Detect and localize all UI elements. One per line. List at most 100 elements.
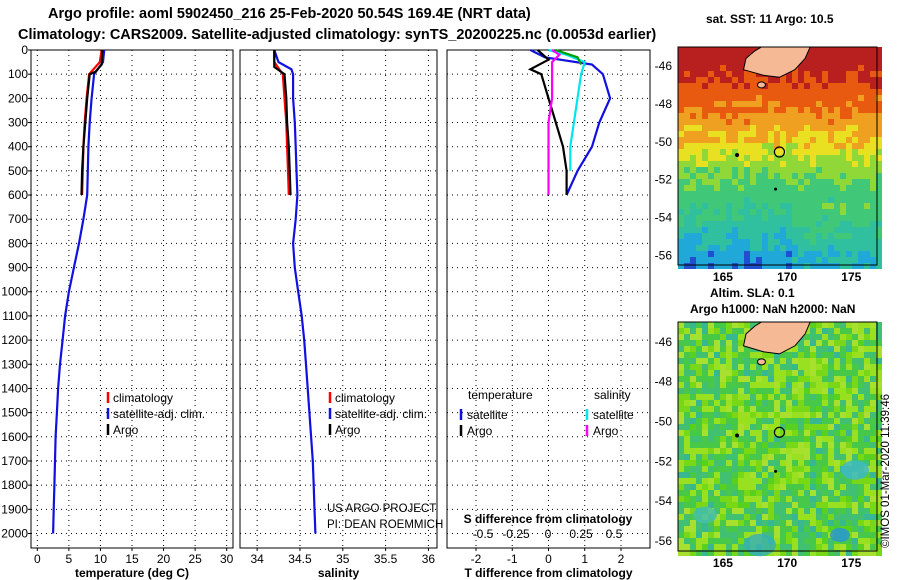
sla-map-cell bbox=[798, 340, 804, 346]
sla-map-cell bbox=[858, 418, 864, 424]
sst-map-cell bbox=[864, 53, 870, 59]
sst-map-cell bbox=[762, 173, 768, 179]
sst-map-cell bbox=[834, 137, 840, 143]
sla-map-cell bbox=[702, 442, 708, 448]
sst-map-cell bbox=[870, 89, 876, 95]
sst-map-cell bbox=[750, 263, 756, 269]
sst-map-cell bbox=[780, 239, 786, 245]
sst-map-cell bbox=[834, 263, 840, 269]
sla-map-cell bbox=[690, 376, 696, 382]
sst-map-cell bbox=[816, 251, 822, 257]
sla-map-cell bbox=[858, 340, 864, 346]
project-annotation: US ARGO PROJECT bbox=[327, 503, 436, 515]
sst-map-cell bbox=[870, 113, 876, 119]
sla-map-cell bbox=[834, 376, 840, 382]
sla-map-cell bbox=[774, 394, 780, 400]
sla-map-cell bbox=[798, 424, 804, 430]
sla-map-cell bbox=[732, 478, 738, 484]
sst-map-cell bbox=[696, 119, 702, 125]
sst-map-cell bbox=[852, 185, 858, 191]
sla-map-cell bbox=[708, 460, 714, 466]
sla-map-cell bbox=[846, 418, 852, 424]
sst-map-cell bbox=[846, 101, 852, 107]
sla-map-cell bbox=[780, 352, 786, 358]
sla-map-cell bbox=[750, 502, 756, 508]
sla-map-cell bbox=[780, 550, 786, 556]
sst-map-cell bbox=[684, 53, 690, 59]
sst-map-cell bbox=[702, 179, 708, 185]
sst-map-cell bbox=[708, 245, 714, 251]
sla-map-cell bbox=[780, 370, 786, 376]
sla-map-cell bbox=[876, 418, 882, 424]
sst-map-cell bbox=[828, 53, 834, 59]
sst-map-cell bbox=[816, 161, 822, 167]
sla-map-cell bbox=[858, 346, 864, 352]
sla-map-cell bbox=[834, 472, 840, 478]
sst-map-cell bbox=[702, 173, 708, 179]
sst-map-cell bbox=[720, 257, 726, 263]
sst-map-cell bbox=[696, 245, 702, 251]
sst-map-cell bbox=[846, 263, 852, 269]
sst-map-cell bbox=[684, 227, 690, 233]
sst-map-cell bbox=[690, 47, 696, 53]
sst-map-cell bbox=[798, 107, 804, 113]
sst-map-cell bbox=[774, 191, 780, 197]
sst-map-cell bbox=[696, 221, 702, 227]
sst-map-cell bbox=[822, 203, 828, 209]
sla-map-cell bbox=[726, 478, 732, 484]
sst-map-cell bbox=[708, 137, 714, 143]
sst-map-cell bbox=[822, 233, 828, 239]
sst-map-cell bbox=[810, 149, 816, 155]
sla-map-cell bbox=[798, 442, 804, 448]
sla-map-cell bbox=[822, 370, 828, 376]
sst-map-cell bbox=[744, 161, 750, 167]
sst-map-cell bbox=[702, 185, 708, 191]
sst-map-lon-label: 170 bbox=[777, 270, 797, 284]
sst-map-cell bbox=[822, 131, 828, 137]
sla-map-cell bbox=[804, 526, 810, 532]
sst-map-cell bbox=[780, 131, 786, 137]
sla-map-cell bbox=[846, 340, 852, 346]
sla-map-cell bbox=[858, 334, 864, 340]
sst-map-cell bbox=[720, 233, 726, 239]
sla-map-cell bbox=[708, 364, 714, 370]
sla-map-cell bbox=[744, 550, 750, 556]
sst-map-cell bbox=[804, 137, 810, 143]
sst-map-cell bbox=[678, 113, 684, 119]
sst-map-cell bbox=[840, 251, 846, 257]
sst-map-cell bbox=[816, 47, 822, 53]
sst-map-cell bbox=[780, 227, 786, 233]
sst-map-cell bbox=[732, 185, 738, 191]
sst-map-cell bbox=[828, 101, 834, 107]
sla-map-lat-label: -50 bbox=[655, 415, 673, 429]
sla-map-cell bbox=[708, 550, 714, 556]
sla-map-cell bbox=[696, 394, 702, 400]
sst-map-cell bbox=[768, 263, 774, 269]
sst-map-cell bbox=[780, 143, 786, 149]
sla-map-cell bbox=[810, 448, 816, 454]
sla-map-cell bbox=[828, 328, 834, 334]
sst-map-cell bbox=[762, 89, 768, 95]
sla-map-cell bbox=[678, 394, 684, 400]
sla-map-cell bbox=[816, 448, 822, 454]
sla-map-cell bbox=[816, 472, 822, 478]
sst-map-cell bbox=[840, 221, 846, 227]
sla-map-cell bbox=[756, 394, 762, 400]
sla-map-cell bbox=[762, 406, 768, 412]
sst-map-cell bbox=[828, 89, 834, 95]
sla-map-cell bbox=[708, 412, 714, 418]
sla-map-cell bbox=[684, 400, 690, 406]
temperature-x-tick-label: 25 bbox=[188, 552, 202, 566]
sst-map-cell bbox=[780, 77, 786, 83]
sla-map-cell bbox=[726, 472, 732, 478]
sla-map-cell bbox=[840, 334, 846, 340]
sst-map-cell bbox=[864, 251, 870, 257]
sla-map-cell bbox=[870, 454, 876, 460]
sst-map-cell bbox=[678, 89, 684, 95]
sst-map-cell bbox=[714, 119, 720, 125]
sla-map-cell bbox=[714, 478, 720, 484]
sst-map-cell bbox=[690, 227, 696, 233]
sla-map-cell bbox=[834, 328, 840, 334]
sla-map-cell bbox=[858, 406, 864, 412]
sla-map-cell bbox=[732, 334, 738, 340]
